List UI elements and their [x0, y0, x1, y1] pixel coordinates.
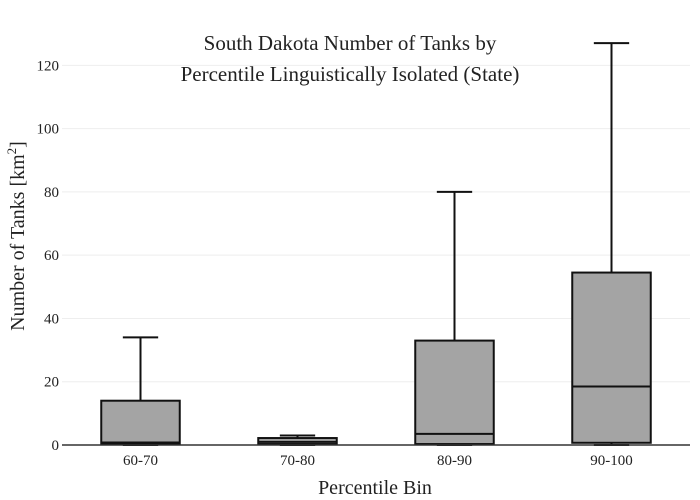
y-tick-label-120: 120	[37, 58, 60, 74]
box-90-100	[571, 271, 652, 444]
x-tick-label-70-80: 70-80	[280, 453, 315, 469]
y-axis-label-superscript: 2	[4, 148, 19, 155]
y-axis-label-close: ]	[7, 141, 29, 148]
chart-title-line-1: South Dakota Number of Tanks by	[204, 31, 497, 55]
plot-layer	[100, 42, 652, 446]
axis-layer: 0 20 40 60 80 100 120 60-70 70-80 80-90 90-100	[37, 58, 690, 469]
y-tick-label-0: 0	[52, 438, 60, 454]
x-axis-label: Percentile Bin	[318, 477, 432, 499]
y-tick-label-60: 60	[44, 248, 59, 264]
chart-title-line-2: Percentile Linguistically Isolated (Stat…	[181, 62, 520, 86]
y-axis-label: Number of Tanks [km2]	[4, 141, 29, 331]
y-tick-label-40: 40	[44, 311, 59, 327]
y-tick-label-80: 80	[44, 185, 59, 201]
x-tick-label-80-90: 80-90	[437, 453, 472, 469]
y-tick-label-20: 20	[44, 375, 59, 391]
box-60-70	[100, 399, 181, 446]
x-tick-label-60-70: 60-70	[123, 453, 158, 469]
y-axis-label-main: Number of Tanks [km	[7, 154, 29, 331]
x-tick-label-90-100: 90-100	[590, 453, 633, 469]
y-tick-label-100: 100	[37, 122, 60, 138]
box-80-90	[414, 339, 495, 446]
